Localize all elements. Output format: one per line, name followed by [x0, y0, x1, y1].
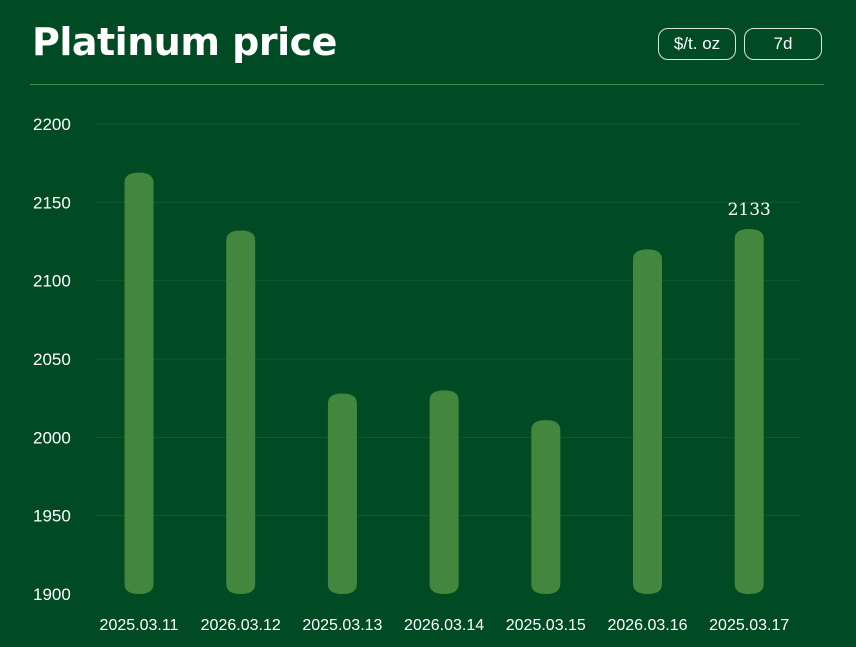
y-tick-label: 2200: [33, 115, 71, 134]
header-divider: [30, 84, 824, 85]
bar-2026.03.14: [429, 390, 459, 594]
data-label: 2133: [728, 200, 771, 220]
x-tick-label: 2026.03.14: [404, 617, 484, 634]
x-tick-label: 2026.03.16: [607, 617, 687, 634]
y-tick-label: 2150: [33, 193, 71, 212]
y-tick-label: 2000: [33, 428, 71, 447]
x-tick-label: 2026.03.12: [201, 617, 281, 634]
unit-selector-button[interactable]: $/t. oz: [658, 28, 736, 60]
time-range-button[interactable]: 7d: [744, 28, 822, 60]
x-tick-label: 2025.03.13: [302, 617, 382, 634]
bar-2025.03.15: [531, 420, 561, 594]
y-tick-label: 1900: [33, 585, 71, 604]
y-tick-label: 1950: [33, 507, 71, 526]
x-tick-label: 2025.03.17: [709, 617, 789, 634]
x-tick-label: 2025.03.15: [506, 617, 586, 634]
y-tick-label: 2100: [33, 272, 71, 291]
chart-title: Platinum price: [32, 20, 337, 64]
chart-header: Platinum price $/t. oz 7d: [32, 18, 824, 84]
y-tick-label: 2050: [33, 350, 71, 369]
bar-2025.03.17: [734, 228, 764, 594]
bar-2025.03.11: [124, 172, 154, 595]
bar-2026.03.16: [633, 249, 662, 595]
x-tick-label: 2025.03.11: [100, 617, 179, 634]
bar-2025.03.13: [327, 393, 357, 594]
bar-2026.03.12: [226, 230, 256, 595]
